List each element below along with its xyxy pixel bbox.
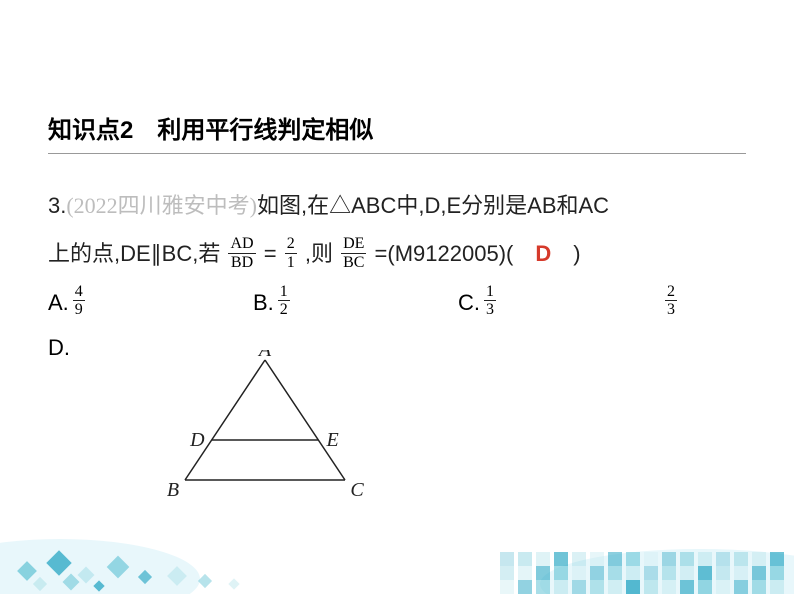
svg-text:A: A: [257, 350, 272, 361]
option-d-frac-inner: 2 3: [665, 283, 677, 319]
equals-1: =: [264, 241, 277, 266]
triangle-figure: A B C D E: [165, 350, 365, 505]
frac-den: BD: [228, 254, 255, 272]
svg-text:D: D: [189, 429, 205, 451]
option-b-frac: 1 2: [278, 283, 290, 319]
option-a: A. 4 9: [48, 285, 87, 321]
fraction-de-bc: DE BC: [341, 235, 366, 271]
frac-den: 3: [484, 301, 496, 319]
frac-den: 1: [285, 254, 297, 272]
svg-text:B: B: [167, 479, 179, 500]
option-d-label: D.: [48, 335, 72, 361]
option-b: B. 1 2: [253, 285, 292, 321]
option-a-label: A.: [48, 290, 69, 316]
frac-num: AD: [228, 235, 255, 254]
frac-num: 1: [278, 283, 290, 302]
fraction-ad-bd: AD BD: [228, 235, 255, 271]
frac-den: 9: [73, 301, 85, 319]
option-d-label-text: D.: [48, 335, 70, 361]
question-number: 3.: [48, 193, 66, 218]
svg-text:E: E: [325, 429, 338, 451]
frac-num: 2: [665, 283, 677, 302]
option-c-label: C.: [458, 290, 480, 316]
triangle-svg: A B C D E: [165, 350, 365, 500]
option-b-label: B.: [253, 290, 274, 316]
options-row: A. 4 9 B. 1 2 C. 1 3 2 3: [48, 285, 746, 365]
frac-num: 2: [285, 235, 297, 254]
question-text: 3.(2022四川雅安中考)如图,在△ABC中,D,E分别是AB和AC 上的点,…: [48, 182, 746, 279]
option-a-frac: 4 9: [73, 283, 85, 319]
answer-letter: D: [535, 241, 551, 266]
question-body-2-suffix: =(M9122005)(: [375, 241, 536, 266]
frac-num: DE: [341, 235, 366, 254]
svg-text:C: C: [350, 479, 364, 500]
frac-num: 4: [73, 283, 85, 302]
section-heading: 知识点2 利用平行线判定相似: [48, 110, 746, 154]
option-c: C. 1 3: [458, 285, 498, 321]
question-body-2-end: ): [551, 241, 580, 266]
fraction-2-1: 2 1: [285, 235, 297, 271]
frac-den: BC: [341, 254, 366, 272]
option-d-frac: 2 3: [663, 285, 679, 321]
footer-decoration: [0, 514, 794, 594]
question-body-2-prefix: 上的点,DE∥BC,若: [48, 241, 220, 266]
frac-den: 3: [665, 301, 677, 319]
question-source: (2022四川雅安中考): [66, 193, 257, 218]
frac-num: 1: [484, 283, 496, 302]
frac-den: 2: [278, 301, 290, 319]
option-c-frac: 1 3: [484, 283, 496, 319]
question-body-1: 如图,在△ABC中,D,E分别是AB和AC: [257, 193, 609, 218]
question-body-2-mid: ,则: [305, 241, 333, 266]
